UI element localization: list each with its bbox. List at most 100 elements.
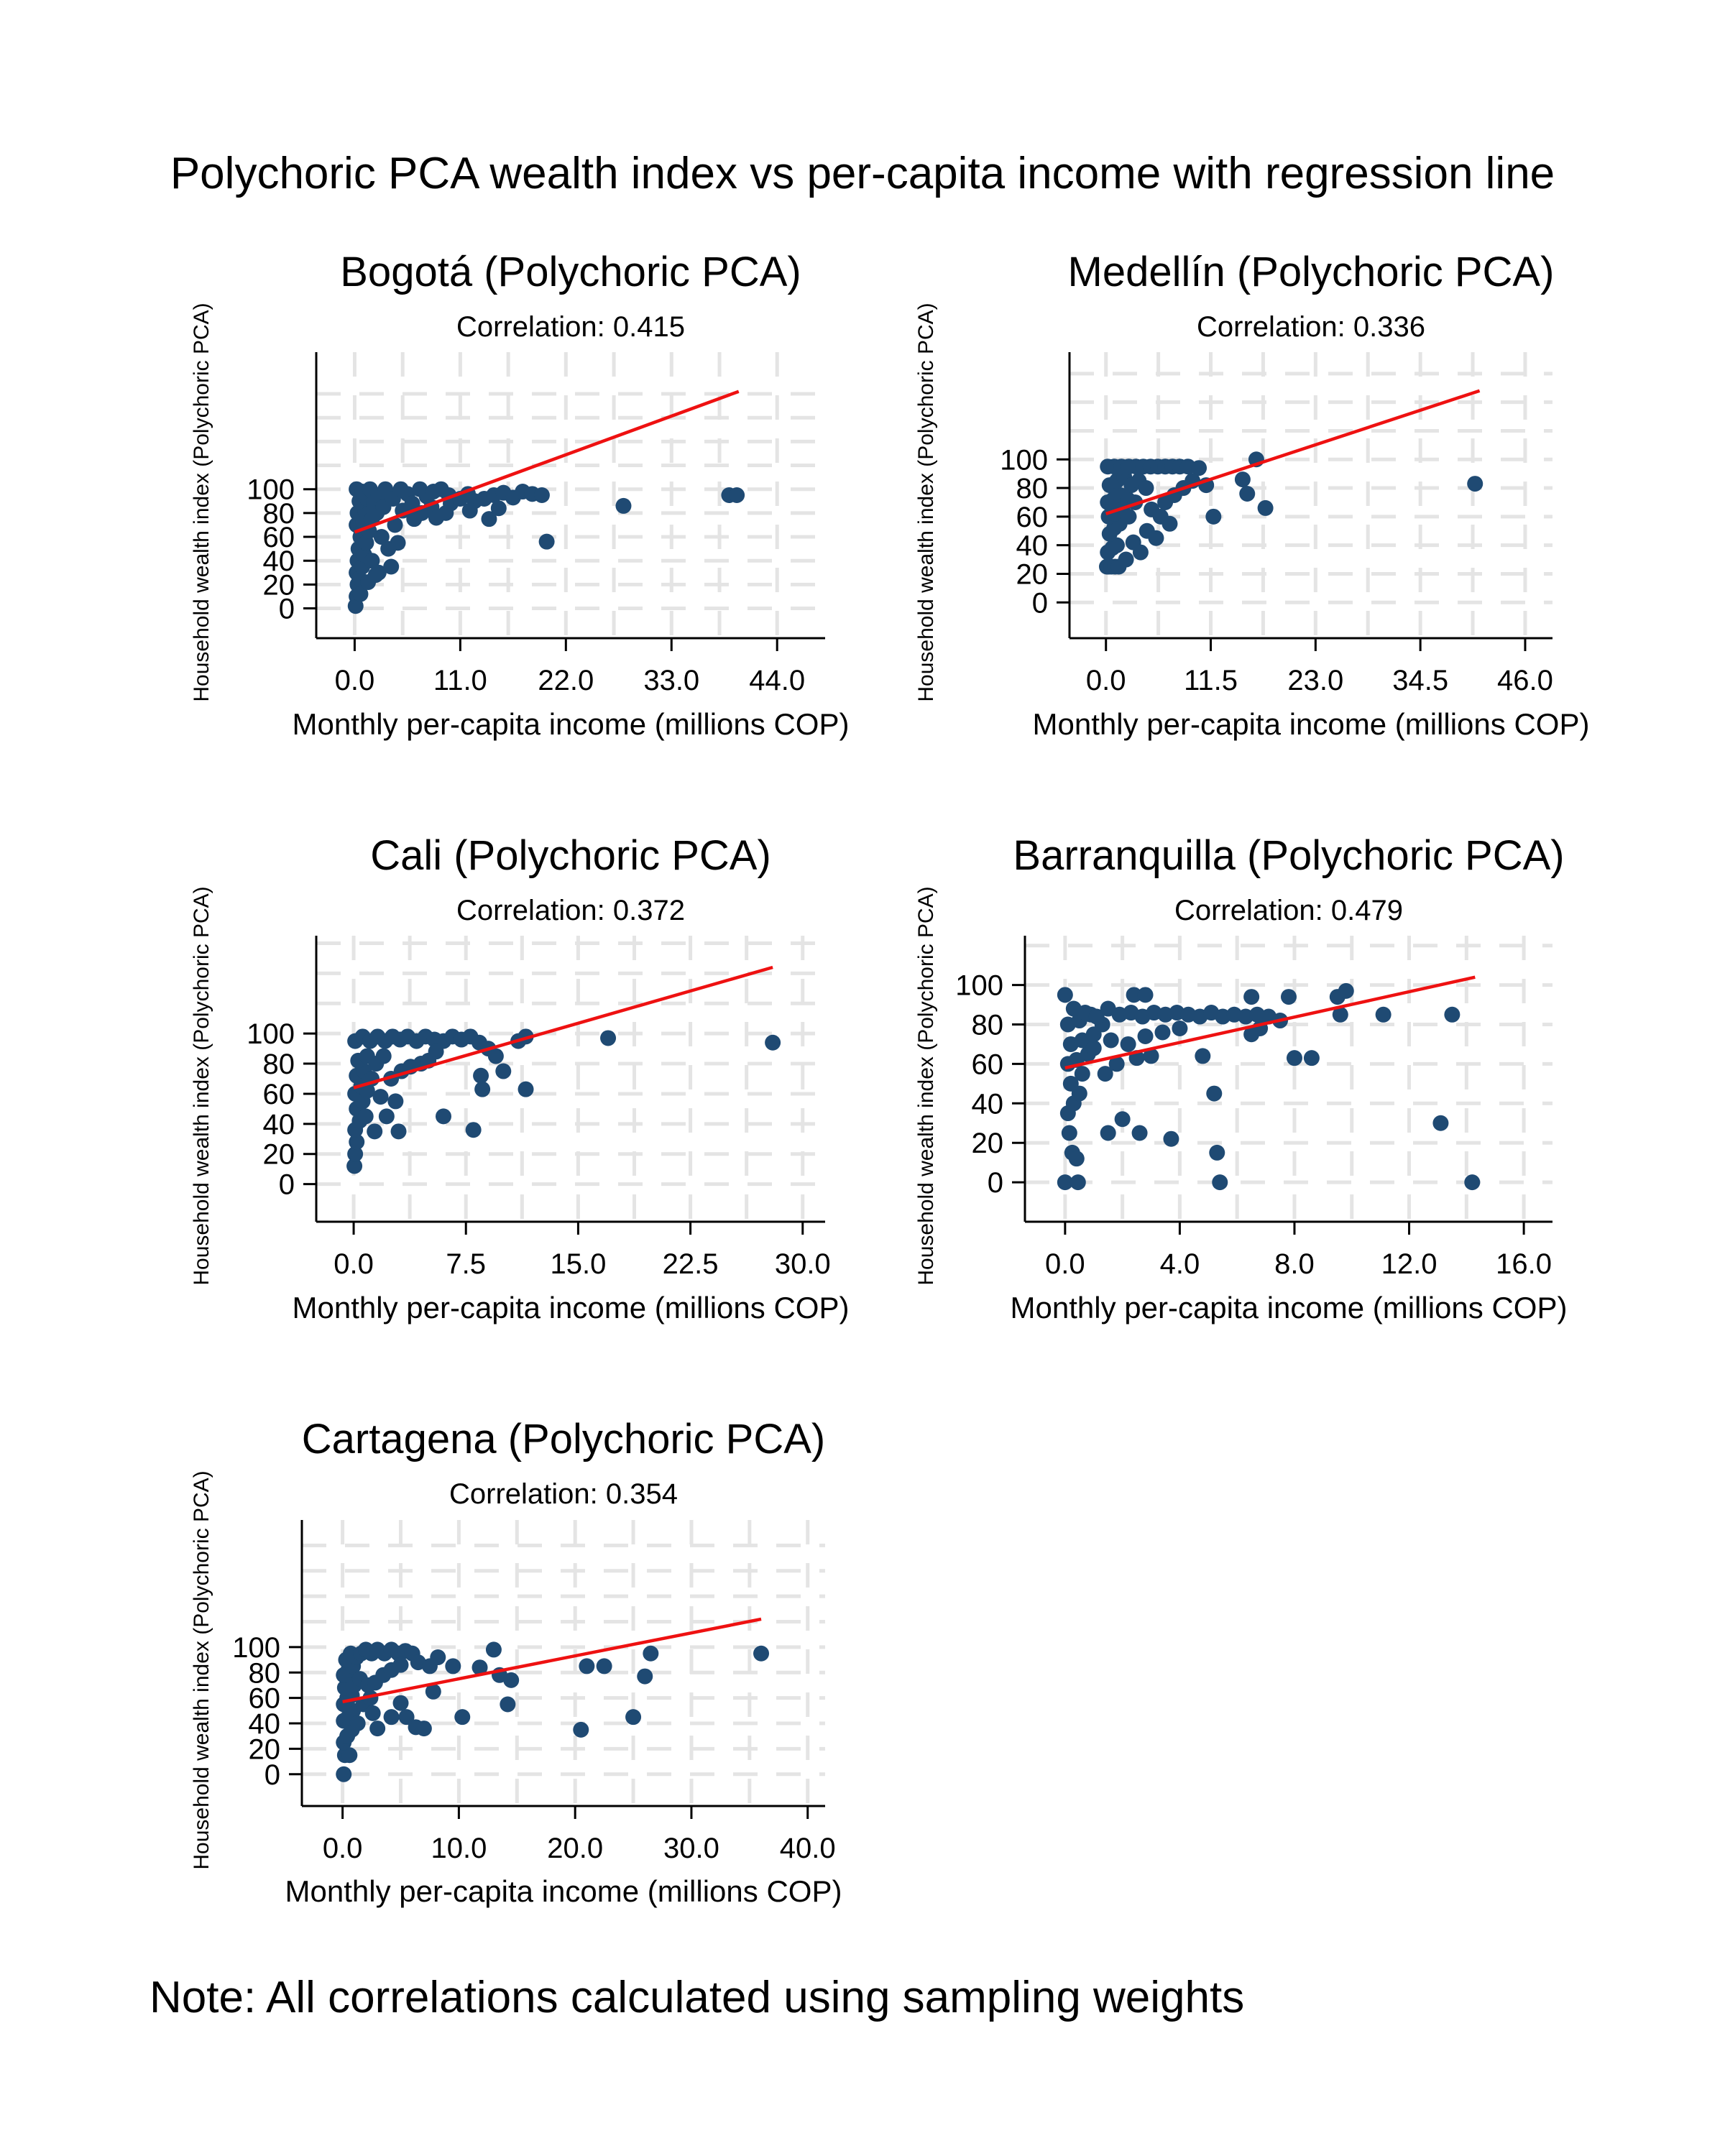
scatter-point <box>1138 480 1154 497</box>
x-tick-label: 0.0 <box>1086 665 1126 696</box>
y-tick-label: 100 <box>247 1018 295 1050</box>
scatter-point <box>1126 987 1142 1003</box>
scatter-point <box>372 1089 389 1105</box>
y-tick-label: 60 <box>263 522 295 553</box>
y-tick-label: 20 <box>249 1733 281 1765</box>
scatter-point <box>1114 1111 1131 1128</box>
scatter-point <box>341 1747 358 1764</box>
scatter-point <box>729 487 745 503</box>
scatter-point <box>1070 1174 1086 1191</box>
scatter-point <box>1464 1174 1481 1191</box>
x-tick-label: 0.0 <box>1045 1248 1085 1280</box>
y-tick-label: 40 <box>1016 530 1049 562</box>
scatter-point <box>596 1658 612 1674</box>
y-tick-label: 100 <box>232 1632 280 1664</box>
x-tick-label: 0.0 <box>323 1833 363 1864</box>
scatter-point <box>387 1093 404 1110</box>
scatter-point <box>1132 544 1149 561</box>
scatter-point <box>1257 499 1274 516</box>
y-tick-label: 60 <box>972 1049 1004 1080</box>
regression-line <box>342 1617 762 1704</box>
x-axis-title: Monthly per-capita income (millions COP) <box>1033 707 1590 741</box>
scatter-point <box>1162 515 1178 532</box>
x-tick-label: 11.5 <box>1184 665 1238 696</box>
scatter-point <box>349 1715 366 1732</box>
scatter-point <box>1163 1130 1179 1147</box>
scatter-point <box>500 1696 516 1713</box>
scatter-point <box>1097 1066 1113 1082</box>
scatter-point <box>346 1158 363 1174</box>
scatter-point <box>533 487 550 503</box>
y-tick-label: 80 <box>263 498 295 530</box>
scatter-point <box>373 529 390 545</box>
y-tick-label: 20 <box>263 1139 295 1171</box>
scatter-point <box>454 1709 471 1726</box>
scatter-point <box>398 1709 415 1726</box>
scatter-point <box>1432 1115 1449 1131</box>
scatter-point <box>392 1657 409 1673</box>
y-axis-title: Household wealth index (Polychoric PCA) <box>190 303 213 701</box>
scatter-point <box>1103 1032 1119 1049</box>
scatter-point <box>465 1122 482 1138</box>
scatter-point <box>364 1705 381 1721</box>
scatter-point <box>1120 1036 1136 1052</box>
scatter-point <box>625 1709 642 1726</box>
scatter-point <box>579 1658 595 1674</box>
scatter-point <box>1467 476 1484 492</box>
scatter-point <box>358 535 374 551</box>
scatter-point <box>518 1081 534 1097</box>
scatter-point <box>349 1133 365 1150</box>
y-tick-label: 60 <box>1016 502 1049 533</box>
scatter-point <box>1057 987 1073 1003</box>
y-tick-label: 100 <box>247 474 295 506</box>
x-tick-label: 7.5 <box>446 1248 486 1280</box>
scatter-point <box>383 558 400 575</box>
y-axis-title: Household wealth index (Polychoric PCA) <box>914 886 938 1285</box>
scatter-point <box>1375 1006 1392 1023</box>
figure-title: Polychoric PCA wealth index vs per-capit… <box>170 149 1555 198</box>
scatter-point <box>1137 1028 1154 1044</box>
y-tick-label: 40 <box>263 1109 295 1141</box>
x-tick-label: 44.0 <box>749 665 805 696</box>
scatter-point <box>1057 1174 1073 1191</box>
scatter-point <box>461 502 478 519</box>
scatter-point <box>1243 989 1260 1005</box>
y-tick-label: 20 <box>263 569 295 601</box>
x-tick-label: 33.0 <box>643 665 699 696</box>
x-tick-label: 8.0 <box>1274 1248 1315 1280</box>
y-tick-label: 40 <box>972 1088 1004 1120</box>
scatter-point <box>359 1082 375 1099</box>
y-tick-label: 100 <box>955 970 1003 1002</box>
scatter-point <box>438 505 454 521</box>
scatter-point <box>1212 1174 1228 1191</box>
scatter-point <box>637 1668 653 1685</box>
scatter-point <box>1143 1048 1159 1064</box>
scatter-point <box>1100 1125 1116 1141</box>
figure-note: Note: All correlations calculated using … <box>150 1973 1244 2022</box>
scatter-point <box>495 1063 512 1079</box>
scatter-point <box>357 1108 374 1125</box>
scatter-point <box>485 1641 502 1658</box>
scatter-point <box>1061 1125 1077 1141</box>
scatter-point <box>1239 486 1256 502</box>
scatter-point <box>1303 1050 1320 1067</box>
scatter-point <box>364 553 380 569</box>
scatter-point <box>383 1709 400 1726</box>
scatter-point <box>1195 1048 1211 1064</box>
scatter-point <box>436 1108 451 1125</box>
y-tick-label: 0 <box>1032 587 1048 619</box>
y-tick-label: 100 <box>1000 444 1048 476</box>
x-tick-label: 4.0 <box>1160 1248 1200 1280</box>
scatter-point <box>1206 1085 1223 1102</box>
x-axis-title: Monthly per-capita income (millions COP) <box>1011 1291 1568 1325</box>
x-axis-title: Monthly per-capita income (millions COP) <box>285 1874 842 1908</box>
scatter-point <box>481 511 497 528</box>
y-tick-label: 80 <box>263 1049 295 1080</box>
x-tick-label: 40.0 <box>780 1833 836 1864</box>
y-tick-label: 80 <box>1016 473 1049 505</box>
panel-title: Cali (Polychoric PCA) <box>370 832 771 879</box>
scatter-point <box>390 1123 407 1140</box>
